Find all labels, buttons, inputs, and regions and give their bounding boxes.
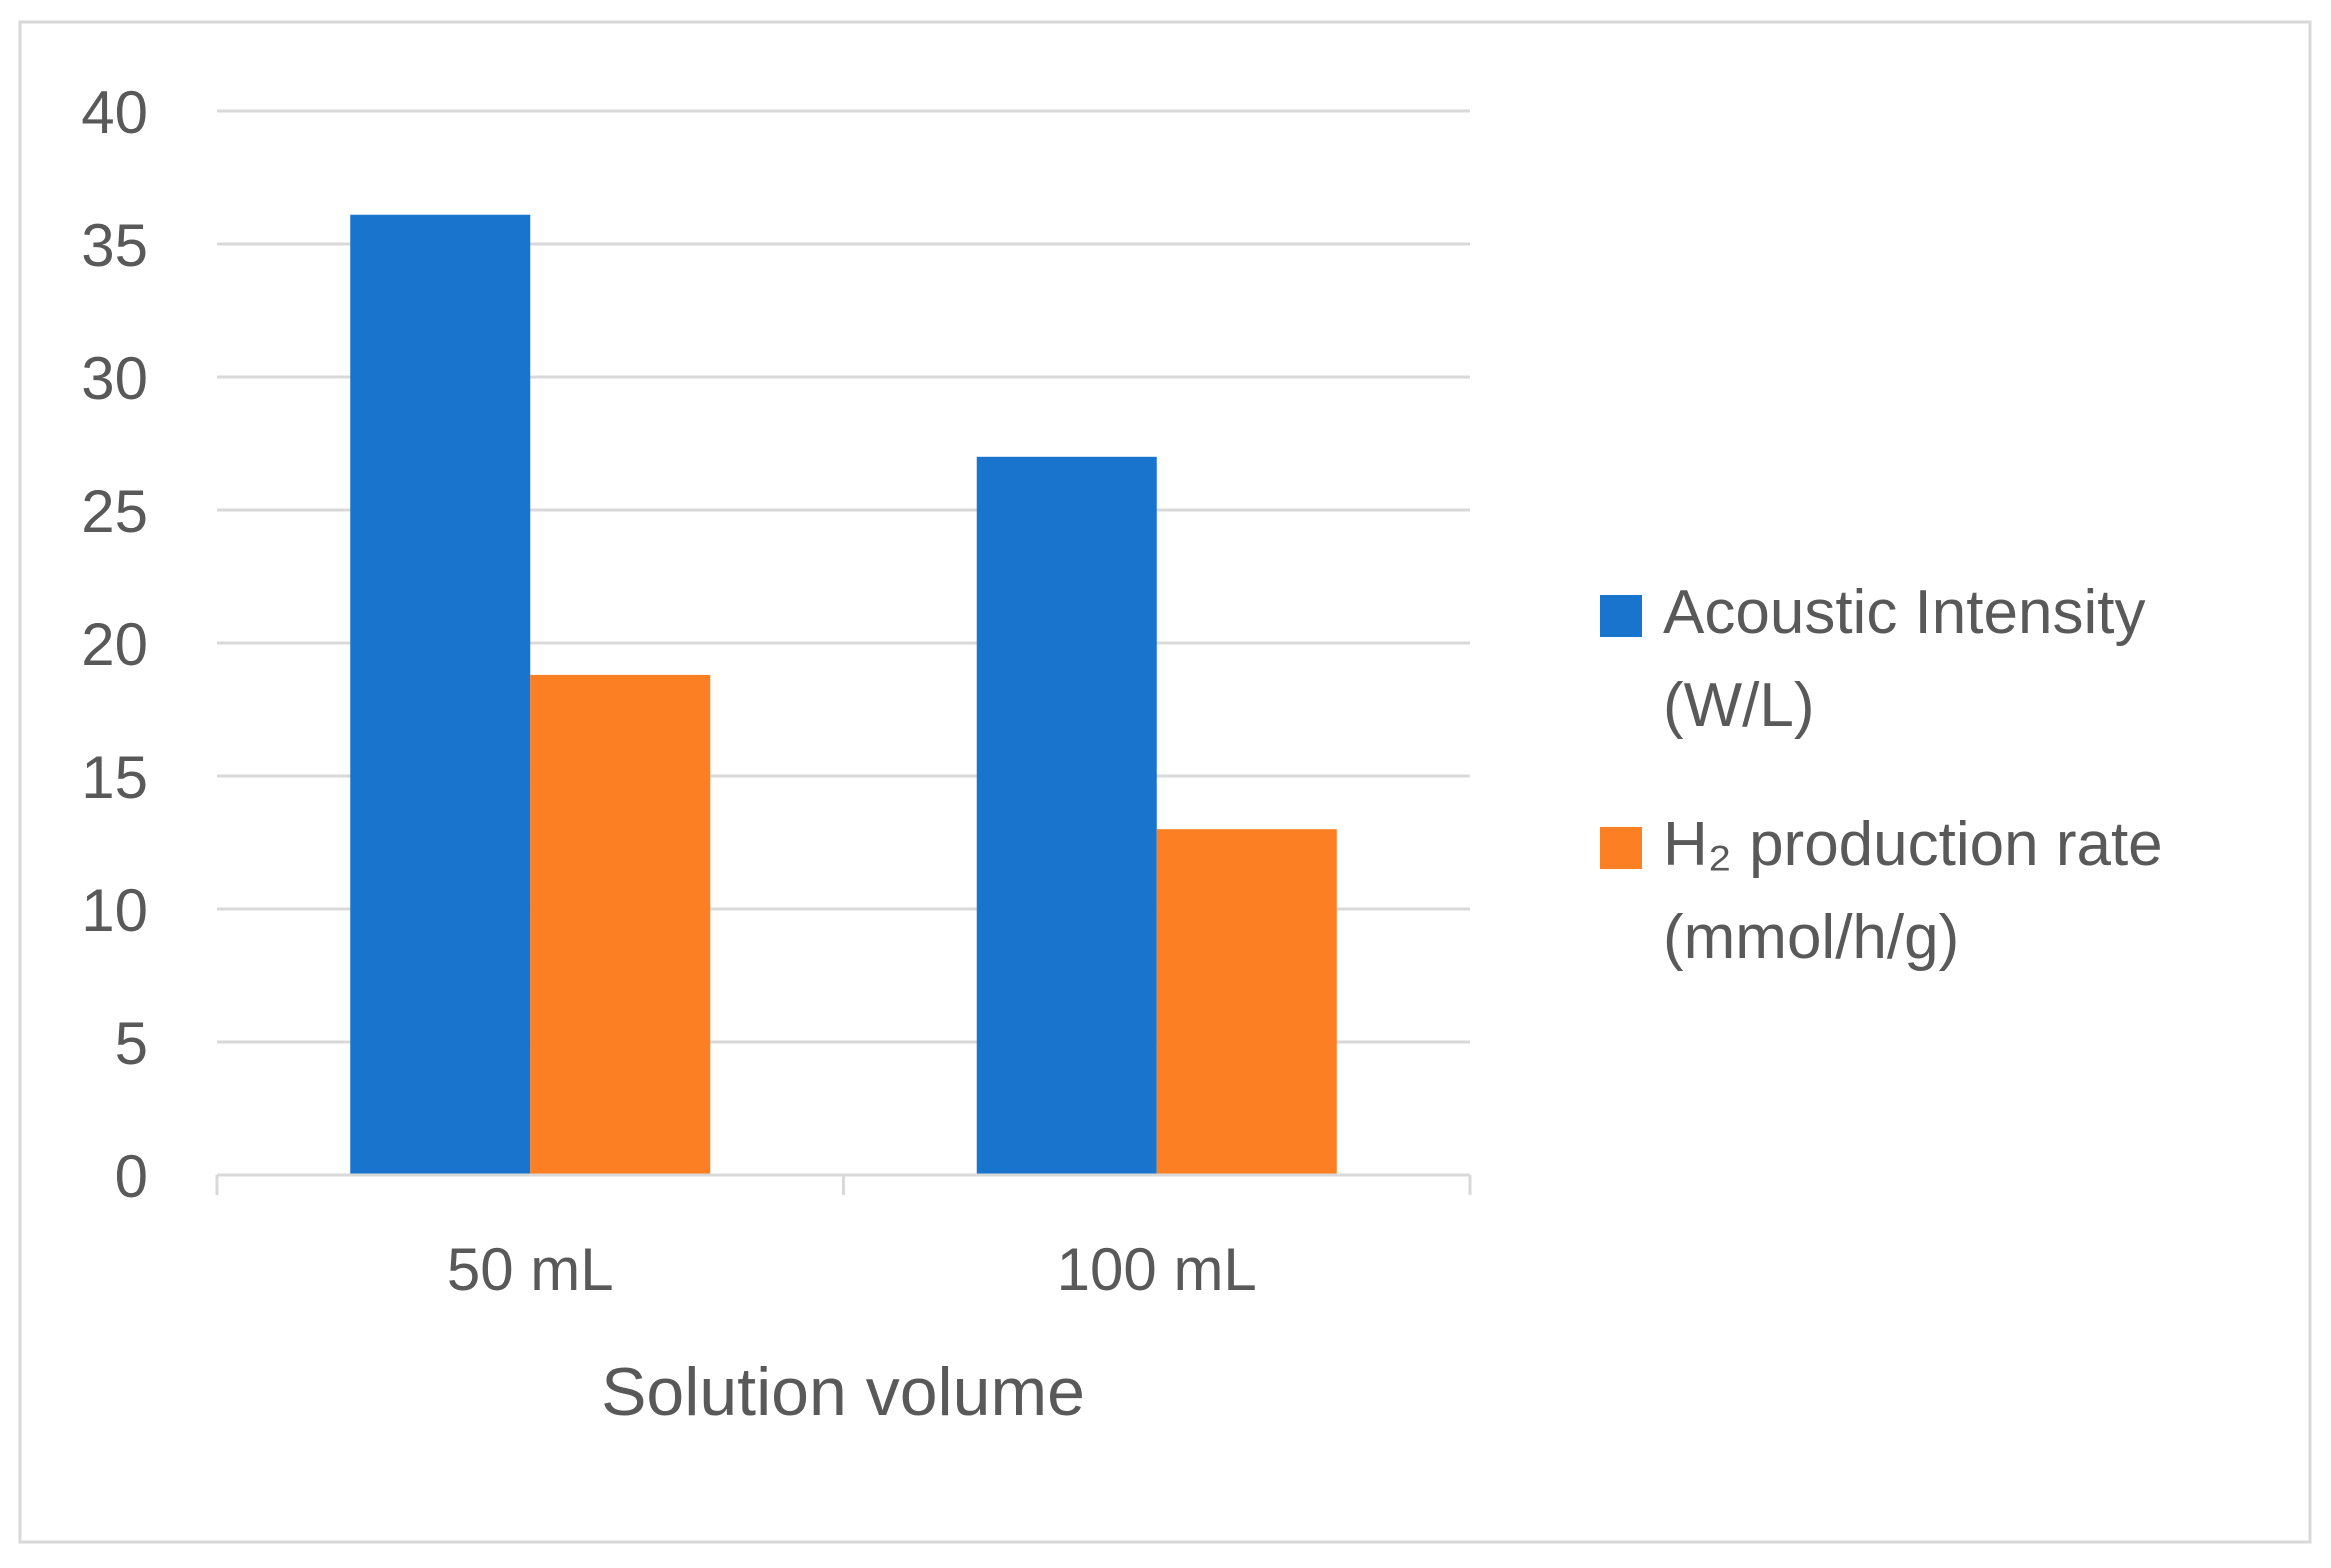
legend-swatch — [1600, 595, 1642, 637]
bar-h2-production-rate — [530, 674, 711, 1175]
legend-label: (mmol/h/g) — [1663, 903, 1959, 972]
y-tick-label: 15 — [81, 744, 148, 811]
legend: Acoustic Intensity (W/L) H₂ production rat… — [1600, 578, 2163, 972]
bars — [350, 214, 1337, 1176]
bar-acoustic-intensity — [976, 456, 1157, 1175]
y-tick-label: 30 — [81, 345, 148, 412]
x-tick-label: 100 mL — [1057, 1236, 1257, 1303]
y-tick-label: 40 — [81, 79, 148, 146]
y-tick-label: 20 — [81, 611, 148, 678]
y-tick-label: 0 — [115, 1143, 148, 1210]
legend-label: (W/L) — [1663, 671, 1815, 740]
axes — [215, 1173, 1472, 1195]
bar-h2-production-rate — [1156, 829, 1337, 1175]
chart-frame — [18, 20, 2312, 1544]
legend-label: H₂ production rate — [1663, 810, 2163, 879]
y-tick-label: 5 — [115, 1010, 148, 1077]
y-tick-labels: 0 5 10 15 20 25 30 35 40 — [81, 79, 148, 1210]
y-tick-label: 35 — [81, 212, 148, 279]
x-tick-labels: 50 mL 100 mL — [447, 1236, 1257, 1303]
legend-swatch — [1600, 827, 1642, 869]
legend-label: Acoustic Intensity — [1663, 578, 2145, 647]
x-axis-label: Solution volume — [601, 1354, 1085, 1430]
y-tick-label: 10 — [81, 877, 148, 944]
x-tick-label: 50 mL — [447, 1236, 614, 1303]
y-tick-label: 25 — [81, 478, 148, 545]
bar-acoustic-intensity — [350, 214, 531, 1176]
